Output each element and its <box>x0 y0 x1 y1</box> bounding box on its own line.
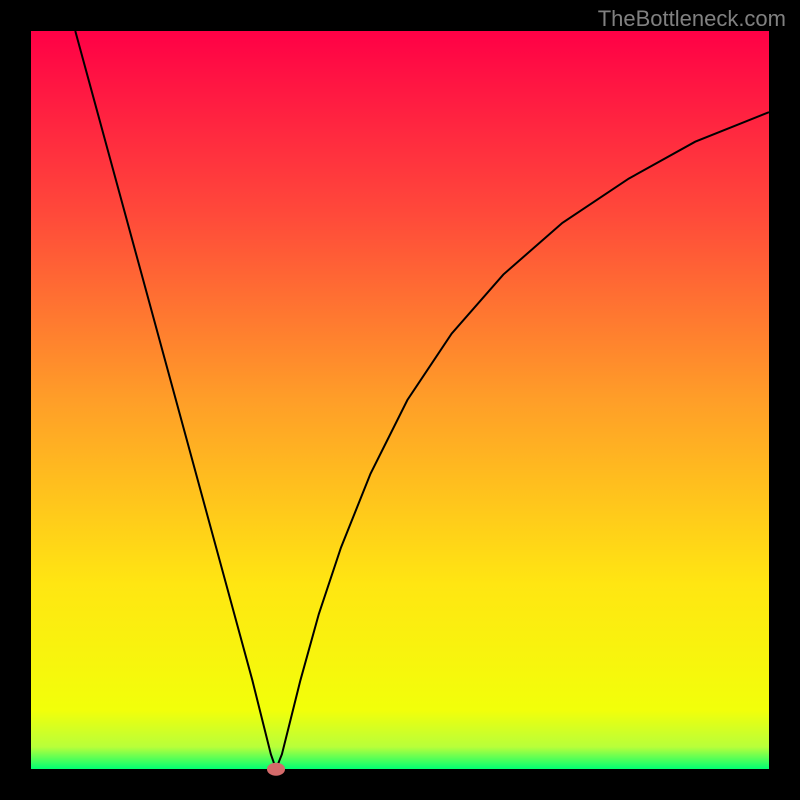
minimum-marker <box>267 763 285 776</box>
watermark-text: TheBottleneck.com <box>598 6 786 32</box>
curve-path <box>75 31 769 769</box>
plot-area <box>31 31 769 769</box>
bottleneck-curve <box>31 31 769 769</box>
